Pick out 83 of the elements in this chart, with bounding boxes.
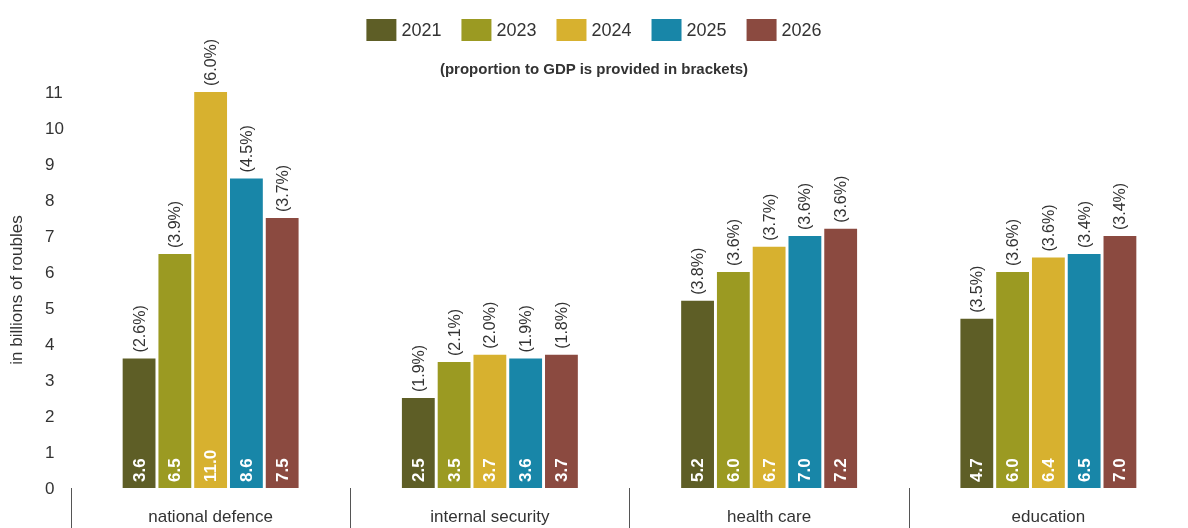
- bar: [1103, 236, 1137, 488]
- chart-subtitle: (proportion to GDP is provided in brackets): [439, 60, 749, 77]
- annotation: (3.6%): [1039, 204, 1057, 252]
- y-tick-label: 2: [45, 406, 55, 426]
- bar: [1031, 257, 1065, 488]
- data-label: 6.5: [165, 458, 185, 482]
- data-label: 7.0: [795, 458, 815, 482]
- y-tick-label: 6: [45, 262, 55, 282]
- data-label: 7.0: [1110, 458, 1130, 482]
- x-tick-label: education: [1011, 507, 1086, 526]
- x-tick-label: health care: [727, 507, 812, 526]
- annotation: (3.4%): [1075, 200, 1093, 248]
- data-label: 3.6: [129, 458, 149, 482]
- text: (6.0%): [202, 38, 220, 86]
- bar: [437, 362, 471, 488]
- annotation: (2.6%): [130, 305, 148, 353]
- annotation: (3.5%): [968, 265, 986, 313]
- y-tick-label: 11: [45, 82, 63, 102]
- bar: [545, 354, 578, 488]
- annotation: (1.9%): [517, 305, 535, 353]
- y-tick-label: 8: [45, 190, 55, 210]
- legend-label: 2025: [686, 20, 727, 40]
- bar: [122, 358, 156, 488]
- data-label: 7.2: [831, 458, 851, 482]
- bar: [229, 178, 263, 488]
- annotation: (4.5%): [237, 125, 255, 173]
- annotation: (3.8%): [689, 247, 707, 295]
- bar: [752, 246, 786, 488]
- x-tick-label: national defence: [148, 507, 274, 526]
- x-tick-label: internal security: [430, 507, 550, 526]
- data-label: 11.0: [201, 449, 221, 482]
- y-tick-label: 9: [45, 154, 55, 174]
- annotation: (3.6%): [1004, 218, 1022, 266]
- data-label: 4.7: [967, 458, 987, 482]
- annotation: (2.0%): [481, 301, 499, 349]
- legend-label: 2024: [591, 20, 632, 40]
- bar: [473, 354, 507, 488]
- bar: [265, 218, 299, 488]
- data-label: 6.5: [1074, 458, 1094, 482]
- y-tick-label: 1: [45, 442, 55, 462]
- legend-label: 2026: [781, 20, 822, 40]
- data-label: 2.5: [408, 458, 428, 482]
- annotation: (1.9%): [409, 344, 427, 392]
- y-tick-label: 3: [45, 370, 55, 390]
- bar: [788, 236, 822, 488]
- data-label: 5.2: [688, 458, 708, 482]
- bar: [194, 92, 228, 488]
- bar: [401, 398, 435, 488]
- bar: [509, 358, 543, 488]
- data-label: 6.7: [759, 458, 779, 482]
- y-tick-label: 0: [45, 478, 55, 498]
- y-tick-label: 5: [45, 298, 55, 318]
- bar: [824, 228, 858, 488]
- data-label: 3.6: [516, 458, 536, 482]
- annotation: (1.8%): [552, 301, 570, 349]
- legend-label: 2021: [401, 20, 442, 40]
- bar: [1067, 254, 1101, 488]
- data-label: 6.4: [1038, 457, 1058, 482]
- data-label: 6.0: [723, 458, 743, 482]
- bar: [960, 318, 994, 488]
- annotation: (3.6%): [796, 182, 814, 230]
- y-axis-title: in billions of roubles: [7, 215, 26, 365]
- legend-label: 2023: [496, 20, 537, 40]
- annotation: (3.4%): [1111, 182, 1129, 230]
- annotation: (3.9%): [166, 200, 184, 248]
- data-label: 3.7: [480, 458, 500, 482]
- data-label: 3.7: [551, 458, 571, 482]
- bar: [996, 272, 1030, 488]
- data-label: 7.5: [272, 458, 292, 482]
- bar: [158, 254, 192, 488]
- y-tick-label: 10: [45, 118, 64, 138]
- data-label: 8.6: [236, 458, 256, 482]
- y-tick-label: 4: [45, 334, 55, 354]
- bar: [681, 300, 714, 488]
- data-label: 6.0: [1003, 458, 1023, 482]
- annotation: (3.7%): [760, 193, 778, 241]
- annotation: (3.6%): [832, 175, 850, 223]
- y-tick-label: 7: [45, 226, 55, 246]
- bar: [716, 272, 750, 488]
- data-label: 3.5: [444, 458, 464, 482]
- annotation: (3.7%): [273, 164, 291, 212]
- annotation: (3.6%): [724, 218, 742, 266]
- annotation: (2.1%): [445, 308, 463, 356]
